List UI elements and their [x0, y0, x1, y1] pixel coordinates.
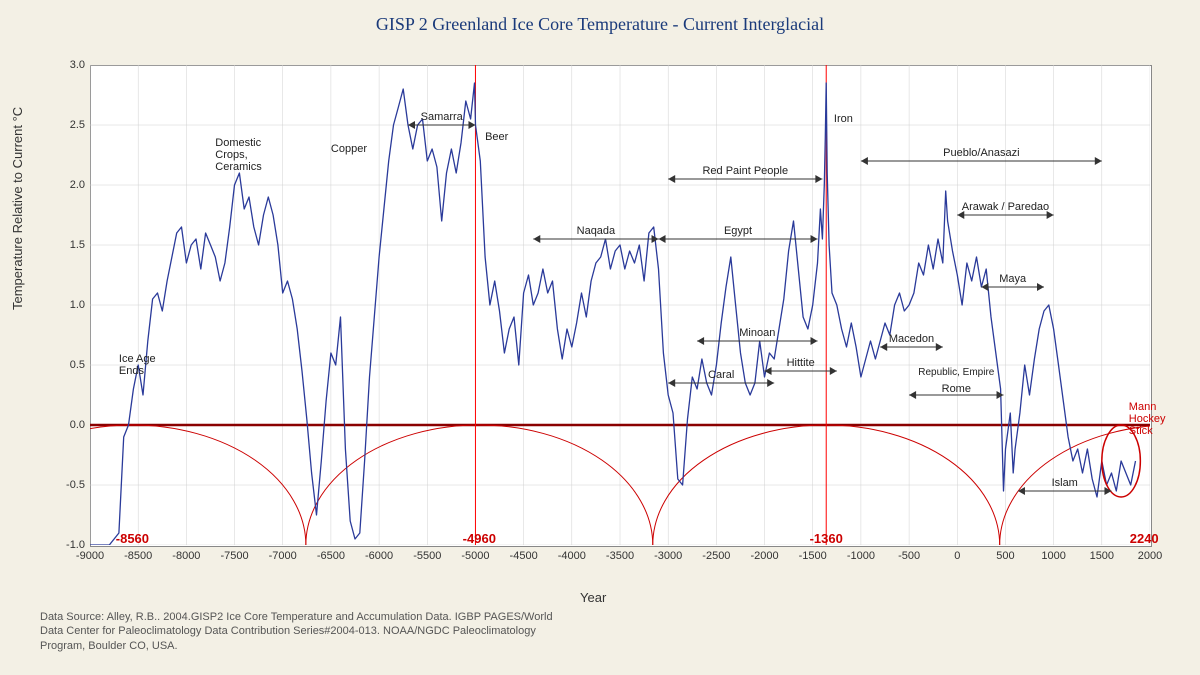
- x-axis-label: Year: [580, 590, 606, 605]
- annotation-label: Naqada: [577, 225, 616, 237]
- x-tick: 500: [996, 550, 1014, 562]
- annotation-label: Maya: [999, 273, 1026, 285]
- x-tick: -7000: [269, 550, 297, 562]
- annotation-label: Arawak / Paredao: [962, 201, 1049, 213]
- x-tick: -3000: [654, 550, 682, 562]
- annotation-label: Beer: [485, 131, 508, 143]
- y-tick: 2.0: [35, 179, 85, 191]
- cycle-label: 2240: [1130, 531, 1159, 546]
- annotation-label: Pueblo/Anasazi: [943, 147, 1019, 159]
- y-tick: -1.0: [35, 539, 85, 551]
- y-tick: 1.0: [35, 299, 85, 311]
- x-tick: -5500: [413, 550, 441, 562]
- cycle-label: -1360: [810, 531, 843, 546]
- x-tick: -1000: [847, 550, 875, 562]
- x-tick: -500: [898, 550, 920, 562]
- annotation-label: Ice AgeEnds: [119, 353, 156, 377]
- annotation-label: Republic, Empire: [918, 367, 994, 378]
- annotation-label: Minoan: [739, 327, 775, 339]
- x-tick: -6500: [317, 550, 345, 562]
- annotation-label: Red Paint People: [702, 165, 788, 177]
- y-tick: 0.0: [35, 419, 85, 431]
- annotation-label: Samarra: [421, 111, 463, 123]
- x-tick: 1500: [1090, 550, 1114, 562]
- footer-line: Program, Boulder CO, USA.: [40, 639, 740, 653]
- y-tick: -0.5: [35, 479, 85, 491]
- annotation-label: Rome: [942, 383, 971, 395]
- annotation-label: Copper: [331, 143, 367, 155]
- annotation-label: Islam: [1052, 477, 1078, 489]
- chart-container: GISP 2 Greenland Ice Core Temperature - …: [20, 10, 1180, 665]
- x-tick: -4500: [510, 550, 538, 562]
- y-axis-label: Temperature Relative to Current °C: [10, 107, 25, 310]
- x-tick: -4000: [558, 550, 586, 562]
- annotation-label: Macedon: [889, 333, 934, 345]
- annotation-label: Hittite: [787, 357, 815, 369]
- y-tick: 3.0: [35, 59, 85, 71]
- x-tick: -8000: [172, 550, 200, 562]
- x-tick: -8500: [124, 550, 152, 562]
- cycle-label: -8560: [116, 531, 149, 546]
- cycle-label: -4960: [463, 531, 496, 546]
- x-tick: -1500: [799, 550, 827, 562]
- annotation-label: Egypt: [724, 225, 752, 237]
- chart-title: GISP 2 Greenland Ice Core Temperature - …: [20, 14, 1180, 35]
- x-tick: -9000: [76, 550, 104, 562]
- data-source-footer: Data Source: Alley, R.B.. 2004.GISP2 Ice…: [40, 610, 740, 653]
- annotation-label: MannHockeyStick: [1129, 401, 1166, 437]
- annotation-label: Caral: [708, 369, 734, 381]
- x-tick: -6000: [365, 550, 393, 562]
- x-tick: -3500: [606, 550, 634, 562]
- y-tick: 0.5: [35, 359, 85, 371]
- annotation-label: DomesticCrops,Ceramics: [215, 137, 261, 173]
- x-tick: -2000: [750, 550, 778, 562]
- y-tick: 2.5: [35, 119, 85, 131]
- x-tick: -5000: [461, 550, 489, 562]
- x-tick: 0: [954, 550, 960, 562]
- x-tick: -7500: [220, 550, 248, 562]
- footer-line: Data Center for Paleoclimatology Data Co…: [40, 624, 740, 638]
- x-tick: 1000: [1041, 550, 1065, 562]
- footer-line: Data Source: Alley, R.B.. 2004.GISP2 Ice…: [40, 610, 740, 624]
- y-tick: 1.5: [35, 239, 85, 251]
- annotation-label: Iron: [834, 113, 853, 125]
- x-tick: 2000: [1138, 550, 1162, 562]
- x-tick: -2500: [702, 550, 730, 562]
